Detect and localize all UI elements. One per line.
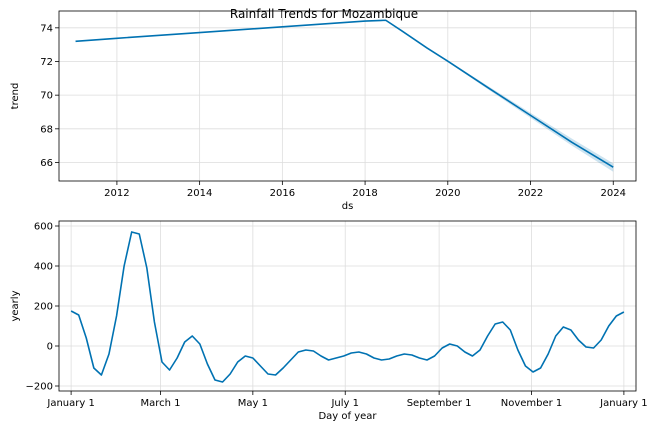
- x-tick-label: March 1: [140, 398, 180, 409]
- x-tick-label: 2016: [270, 188, 295, 199]
- y-axis-label: yearly: [10, 290, 21, 321]
- plot-frame: [58, 10, 637, 182]
- yearly-line: [70, 231, 625, 383]
- x-axis-label: ds: [342, 201, 354, 212]
- trend-line: [75, 19, 614, 168]
- x-tick-label: January 1: [599, 398, 647, 409]
- y-tick-label: 72: [40, 57, 53, 68]
- x-tick-label: 2020: [435, 188, 460, 199]
- y-tick-label: 66: [40, 158, 53, 169]
- x-tick-label: 2024: [601, 188, 626, 199]
- y-tick-label: 600: [34, 222, 53, 233]
- x-tick-label: May 1: [238, 398, 268, 409]
- y-tick-label: 70: [40, 91, 53, 102]
- x-axis-label: Day of year: [318, 411, 377, 422]
- y-tick-label: 0: [47, 342, 53, 353]
- x-tick-label: July 1: [330, 398, 359, 409]
- y-tick-label: 400: [34, 262, 53, 273]
- y-tick-label: −200: [26, 382, 53, 393]
- x-tick-label: 2012: [104, 188, 129, 199]
- x-tick-label: November 1: [501, 398, 563, 409]
- x-tick-label: January 1: [46, 398, 94, 409]
- y-axis-label: trend: [10, 83, 21, 110]
- y-tick-label: 74: [40, 23, 53, 34]
- y-tick-label: 200: [34, 302, 53, 313]
- y-tick-label: 68: [40, 124, 53, 135]
- x-tick-label: September 1: [407, 398, 472, 409]
- x-tick-label: 2018: [352, 188, 377, 199]
- x-tick-label: 2014: [187, 188, 212, 199]
- chart-title: Rainfall Trends for Mozambique: [229, 7, 419, 21]
- uncertainty-band: [75, 20, 614, 172]
- x-tick-label: 2022: [518, 188, 543, 199]
